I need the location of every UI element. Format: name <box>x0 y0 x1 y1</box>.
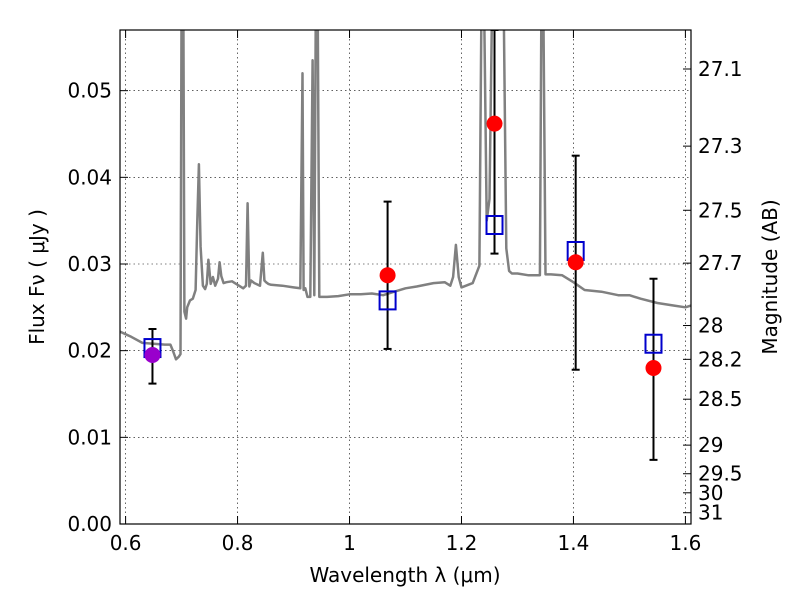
grid <box>120 30 691 524</box>
magnitude-tick-label: 31 <box>698 501 723 525</box>
y-tick-label: 0.03 <box>67 252 112 276</box>
observed-point <box>379 267 396 284</box>
spectrum-line <box>120 30 691 361</box>
observed-point <box>567 254 584 271</box>
right-axis-label: Magnitude (AB) <box>758 199 782 354</box>
y-tick-label: 0.02 <box>67 339 112 363</box>
y-tick-label: 0.01 <box>67 425 112 449</box>
plot-area <box>120 30 691 524</box>
x-axis-label: Wavelength λ (μm) <box>309 563 500 587</box>
y-tick-label: 0.04 <box>67 165 112 189</box>
x-tick-label: 1.2 <box>446 531 478 555</box>
observed-point <box>486 115 503 132</box>
model-square <box>644 333 663 354</box>
magnitude-tick-label: 28 <box>698 314 723 338</box>
ticks: 0.6 0.8 1 1.2 1.4 1.6 0.00 0.01 0.02 0.03 0.04 0.05… <box>67 30 743 555</box>
x-tick-label: 1.4 <box>558 531 590 555</box>
x-tick-label: 1 <box>343 531 356 555</box>
y-axis-label: Flux Fν ( μJy ) <box>25 209 49 345</box>
model-square <box>485 215 504 235</box>
magnitude-tick-label: 28.5 <box>698 387 743 411</box>
x-tick-label: 1.6 <box>669 531 701 555</box>
magnitude-tick-label: 27.7 <box>698 251 743 275</box>
magnitude-tick-label: 27.1 <box>698 57 743 81</box>
y-tick-label: 0.05 <box>67 79 112 103</box>
x-tick-label: 0.6 <box>110 531 142 555</box>
magnitude-tick-label: 29 <box>698 433 723 457</box>
magnitude-tick-label: 29.5 <box>698 462 743 486</box>
magnitude-tick-label: 30 <box>698 481 723 505</box>
magnitude-tick-label: 28.2 <box>698 347 743 371</box>
y-tick-label: 0.00 <box>67 512 112 536</box>
plot-frame <box>119 29 692 525</box>
magnitude-tick-label: 27.5 <box>698 198 743 222</box>
model-square <box>378 290 397 311</box>
data-layer <box>120 30 691 461</box>
x-tick-label: 0.8 <box>222 531 254 555</box>
magnitude-tick-label: 27.3 <box>698 134 743 158</box>
observed-point <box>144 347 161 363</box>
observed-point <box>645 360 662 376</box>
